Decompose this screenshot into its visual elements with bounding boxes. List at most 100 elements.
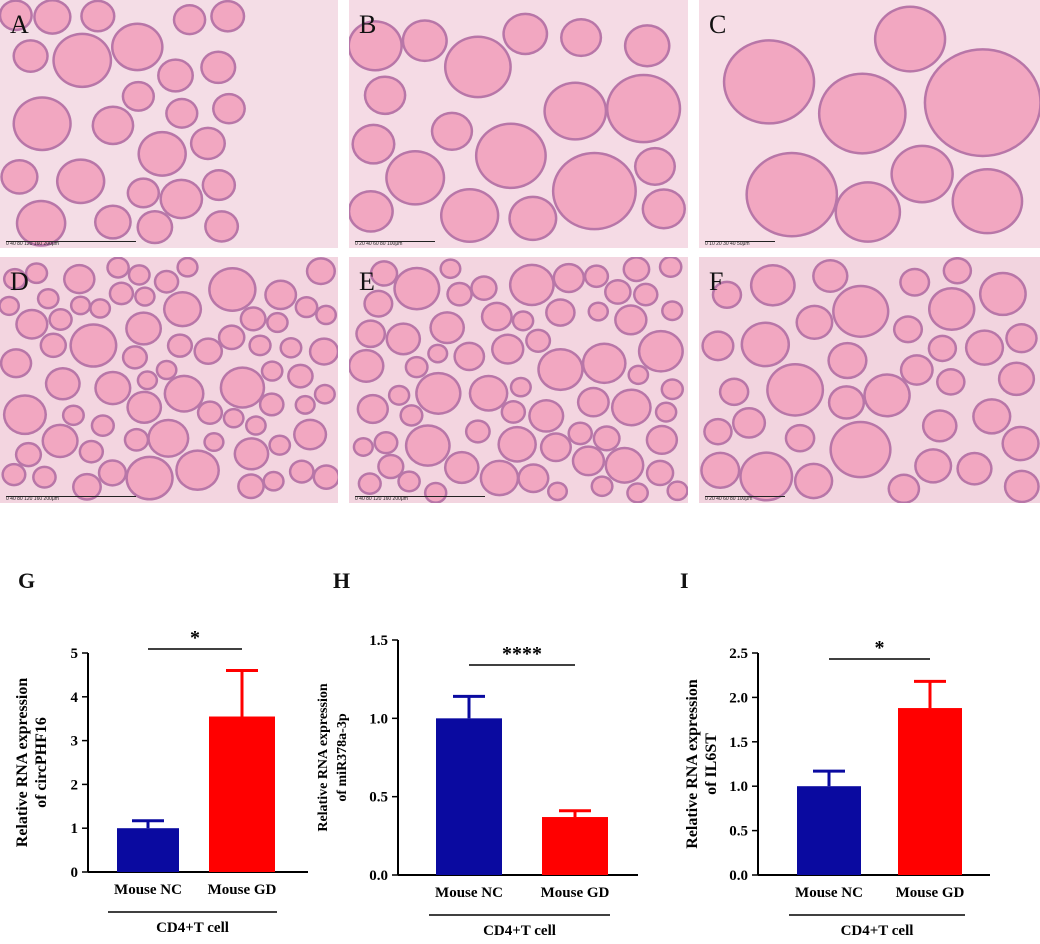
follicle-colloid	[401, 406, 422, 425]
group-label: CD4+T cell	[841, 923, 914, 939]
follicle-colloid	[94, 107, 132, 143]
follicle-colloid	[58, 160, 103, 202]
follicle-colloid	[644, 190, 684, 228]
follicle-colloid	[705, 420, 731, 443]
follicle-colloid	[482, 462, 517, 494]
follicle-colloid	[890, 476, 918, 502]
scale-bar	[705, 233, 775, 242]
histology-image	[0, 257, 338, 503]
follicle-colloid	[607, 449, 642, 482]
follicle-colloid	[375, 433, 397, 452]
follicle-colloid	[797, 307, 831, 338]
follicle-colloid	[830, 387, 863, 418]
follicle-colloid	[796, 465, 831, 497]
follicle-colloid	[350, 192, 392, 231]
follicle-colloid	[901, 270, 928, 295]
follicle-colloid	[239, 475, 263, 497]
panel-letter: A	[10, 10, 29, 39]
follicle-colloid	[471, 377, 506, 410]
scale-label: 0 20 40 60 80 100μm	[705, 496, 753, 502]
histology-image	[0, 0, 338, 248]
follicle-colloid	[3, 465, 24, 484]
y-tick-label: 1.0	[729, 779, 748, 795]
follicle-colloid	[124, 83, 153, 110]
follicle-colloid	[702, 454, 738, 487]
follicle-colloid	[124, 347, 146, 368]
follicle-colloid	[924, 411, 956, 441]
follicle-colloid	[311, 339, 337, 364]
follicle-colloid	[1006, 472, 1038, 501]
follicle-colloid	[96, 206, 130, 238]
follicle-colloid	[355, 439, 372, 455]
scale-bar	[355, 233, 435, 242]
follicle-colloid	[547, 300, 574, 325]
panel-letter: H	[333, 568, 350, 593]
bar-mouse-nc	[117, 828, 179, 872]
follicle-colloid	[250, 336, 270, 354]
follicle-colloid	[81, 442, 102, 462]
follicle-colloid	[668, 482, 687, 499]
follicle-colloid	[625, 258, 648, 280]
follicle-colloid	[663, 380, 682, 398]
histology-image	[349, 257, 688, 503]
follicle-colloid	[636, 149, 674, 184]
follicle-colloid	[64, 406, 83, 424]
x-tick-label: Mouse GD	[896, 885, 965, 901]
follicle-colloid	[199, 402, 221, 423]
follicle-colloid	[407, 426, 449, 465]
follicle-colloid	[0, 298, 18, 314]
group-label: CD4+T cell	[483, 923, 556, 939]
follicle-colloid	[902, 356, 932, 384]
follicle-colloid	[108, 259, 128, 277]
follicle-colloid	[100, 461, 125, 485]
follicle-colloid	[261, 394, 283, 415]
panel-letter: C	[709, 10, 727, 39]
follicle-colloid	[156, 272, 177, 292]
follicle-colloid	[297, 397, 314, 413]
follicle-colloid	[606, 281, 630, 303]
follicle-colloid	[212, 2, 243, 31]
follicle-colloid	[195, 339, 221, 363]
follicle-colloid	[242, 308, 265, 329]
follicle-colloid	[530, 401, 562, 431]
follicle-colloid	[387, 152, 443, 204]
follicle-colloid	[626, 26, 669, 65]
follicle-colloid	[17, 444, 40, 465]
follicle-colloid	[407, 358, 427, 376]
follicle-colloid	[93, 416, 113, 435]
follicle-colloid	[433, 114, 471, 149]
x-tick-label: Mouse GD	[208, 882, 277, 898]
follicle-colloid	[1007, 325, 1036, 351]
scale-bar	[6, 233, 136, 242]
follicle-colloid	[441, 260, 460, 277]
follicle-colloid	[584, 345, 625, 382]
follicle-colloid	[111, 284, 132, 303]
follicle-colloid	[834, 287, 887, 336]
follicle-colloid	[648, 427, 676, 453]
chart-i: I 0.0 0.5 1.0 1.5 2.0 2.5 Relative RNA expressi…	[680, 568, 990, 939]
follicle-colloid	[574, 447, 603, 474]
follicle-colloid	[743, 324, 788, 365]
y-axis-label: of IL6ST	[703, 733, 720, 795]
follicle-colloid	[446, 37, 510, 96]
follicle-colloid	[5, 270, 25, 288]
panel-letter: G	[18, 568, 35, 593]
follicle-colloid	[289, 366, 312, 387]
x-tick-label: Mouse NC	[114, 882, 182, 898]
follicle-colloid	[953, 170, 1021, 232]
follicle-colloid	[127, 458, 172, 499]
follicle-colloid	[236, 439, 267, 469]
follicle-colloid	[161, 181, 201, 217]
follicle-colloid	[431, 313, 463, 342]
y-tick-label: 1.0	[369, 711, 388, 727]
follicle-colloid	[455, 344, 483, 369]
follicle-colloid	[814, 261, 847, 291]
follicle-colloid	[165, 293, 200, 325]
follicle-colloid	[158, 362, 176, 378]
follicle-colloid	[353, 126, 394, 163]
follicle-colloid	[136, 288, 154, 305]
y-tick-label: 1	[71, 821, 79, 837]
follicle-colloid	[1000, 363, 1033, 394]
panel-letter: D	[10, 267, 29, 296]
follicle-colloid	[206, 212, 237, 241]
